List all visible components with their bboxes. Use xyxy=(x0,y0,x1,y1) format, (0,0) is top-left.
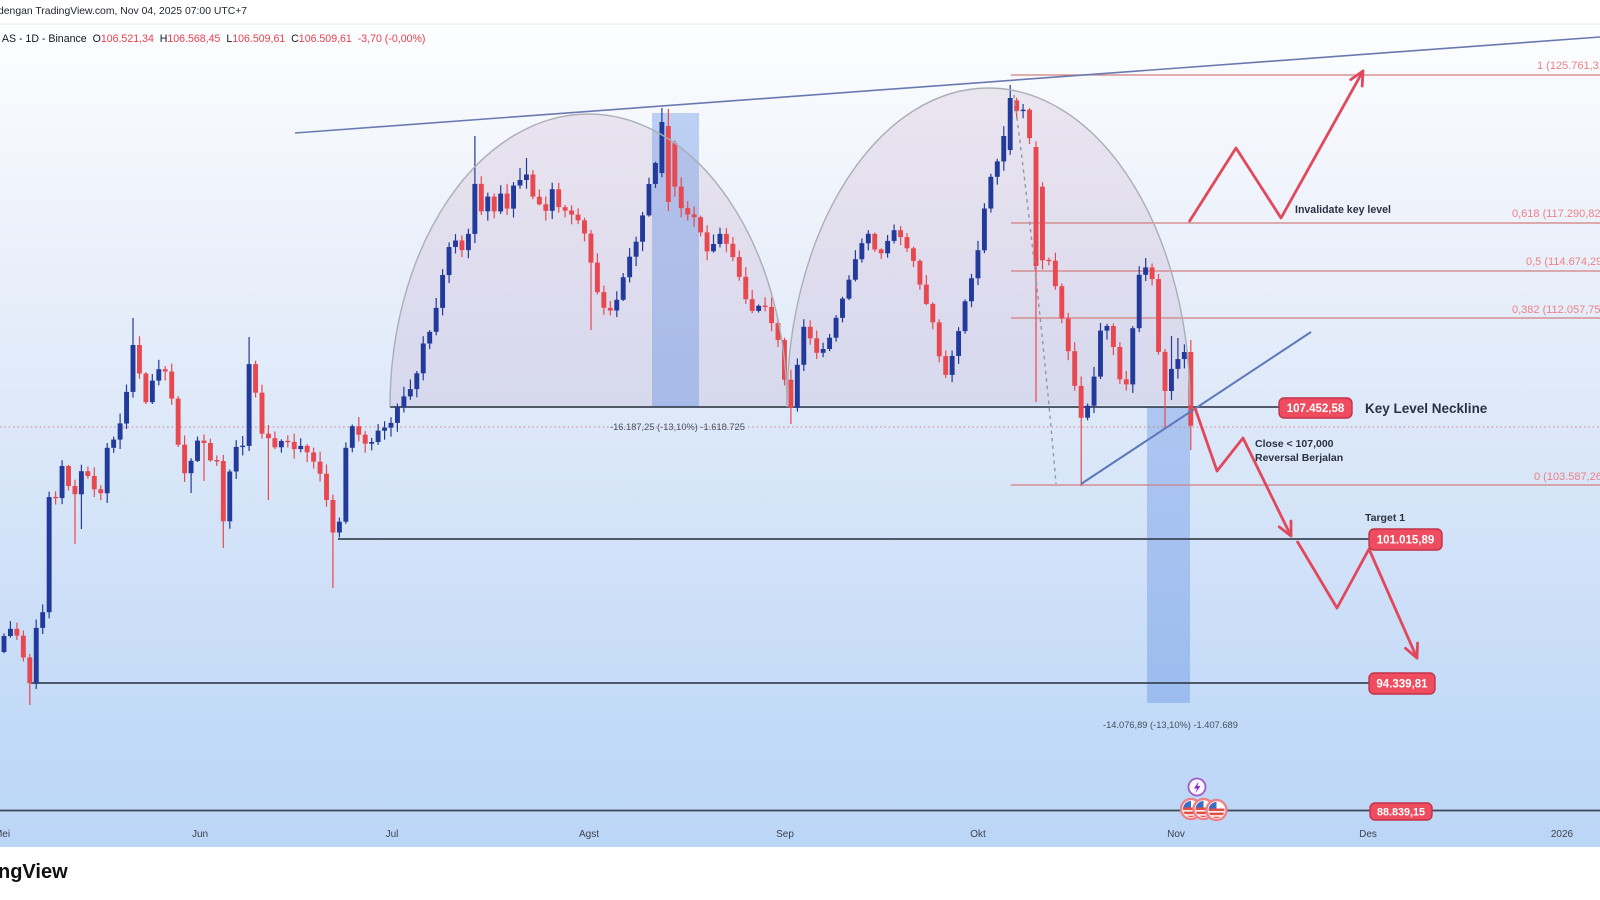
svg-text:Jun: Jun xyxy=(192,829,208,840)
svg-text:Nov: Nov xyxy=(1167,829,1185,840)
svg-text:0,5 (114.674,29: 0,5 (114.674,29 xyxy=(1526,256,1600,268)
svg-text:Agst: Agst xyxy=(579,829,599,840)
svg-text:Okt: Okt xyxy=(970,829,986,840)
svg-text:ngView: ngView xyxy=(0,861,68,883)
svg-text:Invalidate key level: Invalidate key level xyxy=(1295,204,1391,216)
svg-text:Key Level Neckline: Key Level Neckline xyxy=(1365,401,1488,416)
svg-text:94.339,81: 94.339,81 xyxy=(1376,679,1428,691)
svg-text:-14.076,89 (-13,10%) -1.407.68: -14.076,89 (-13,10%) -1.407.689 xyxy=(1103,720,1238,730)
svg-text:Reversal Berjalan: Reversal Berjalan xyxy=(1255,452,1343,464)
svg-text:dengan TradingView.com, Nov 04: dengan TradingView.com, Nov 04, 2025 07:… xyxy=(0,6,247,17)
svg-text:1 (125.761,31: 1 (125.761,31 xyxy=(1537,60,1600,72)
svg-text:· AS - 1D - Binance O106.521,: · AS - 1D - Binance O106.521,34 H106.568… xyxy=(0,33,425,45)
svg-text:Jul: Jul xyxy=(386,829,399,840)
svg-text:-16.187,25 (-13,10%) -1.618.72: -16.187,25 (-13,10%) -1.618.725 xyxy=(610,422,745,432)
svg-text:88.839,15: 88.839,15 xyxy=(1377,806,1425,818)
svg-text:Mei: Mei xyxy=(0,829,10,840)
svg-text:101.015,89: 101.015,89 xyxy=(1377,535,1435,547)
svg-text:Target 1: Target 1 xyxy=(1365,512,1405,524)
svg-text:0,382 (112.057,75: 0,382 (112.057,75 xyxy=(1512,304,1600,316)
svg-text:0,618 (117.290,82: 0,618 (117.290,82 xyxy=(1512,208,1600,220)
svg-text:107.452,58: 107.452,58 xyxy=(1287,403,1345,415)
svg-text:2026: 2026 xyxy=(1551,829,1574,840)
svg-text:0 (103.587,26: 0 (103.587,26 xyxy=(1534,471,1600,483)
svg-text:Close < 107,000: Close < 107,000 xyxy=(1255,438,1334,450)
svg-text:Sep: Sep xyxy=(776,829,794,840)
svg-text:Des: Des xyxy=(1359,829,1377,840)
